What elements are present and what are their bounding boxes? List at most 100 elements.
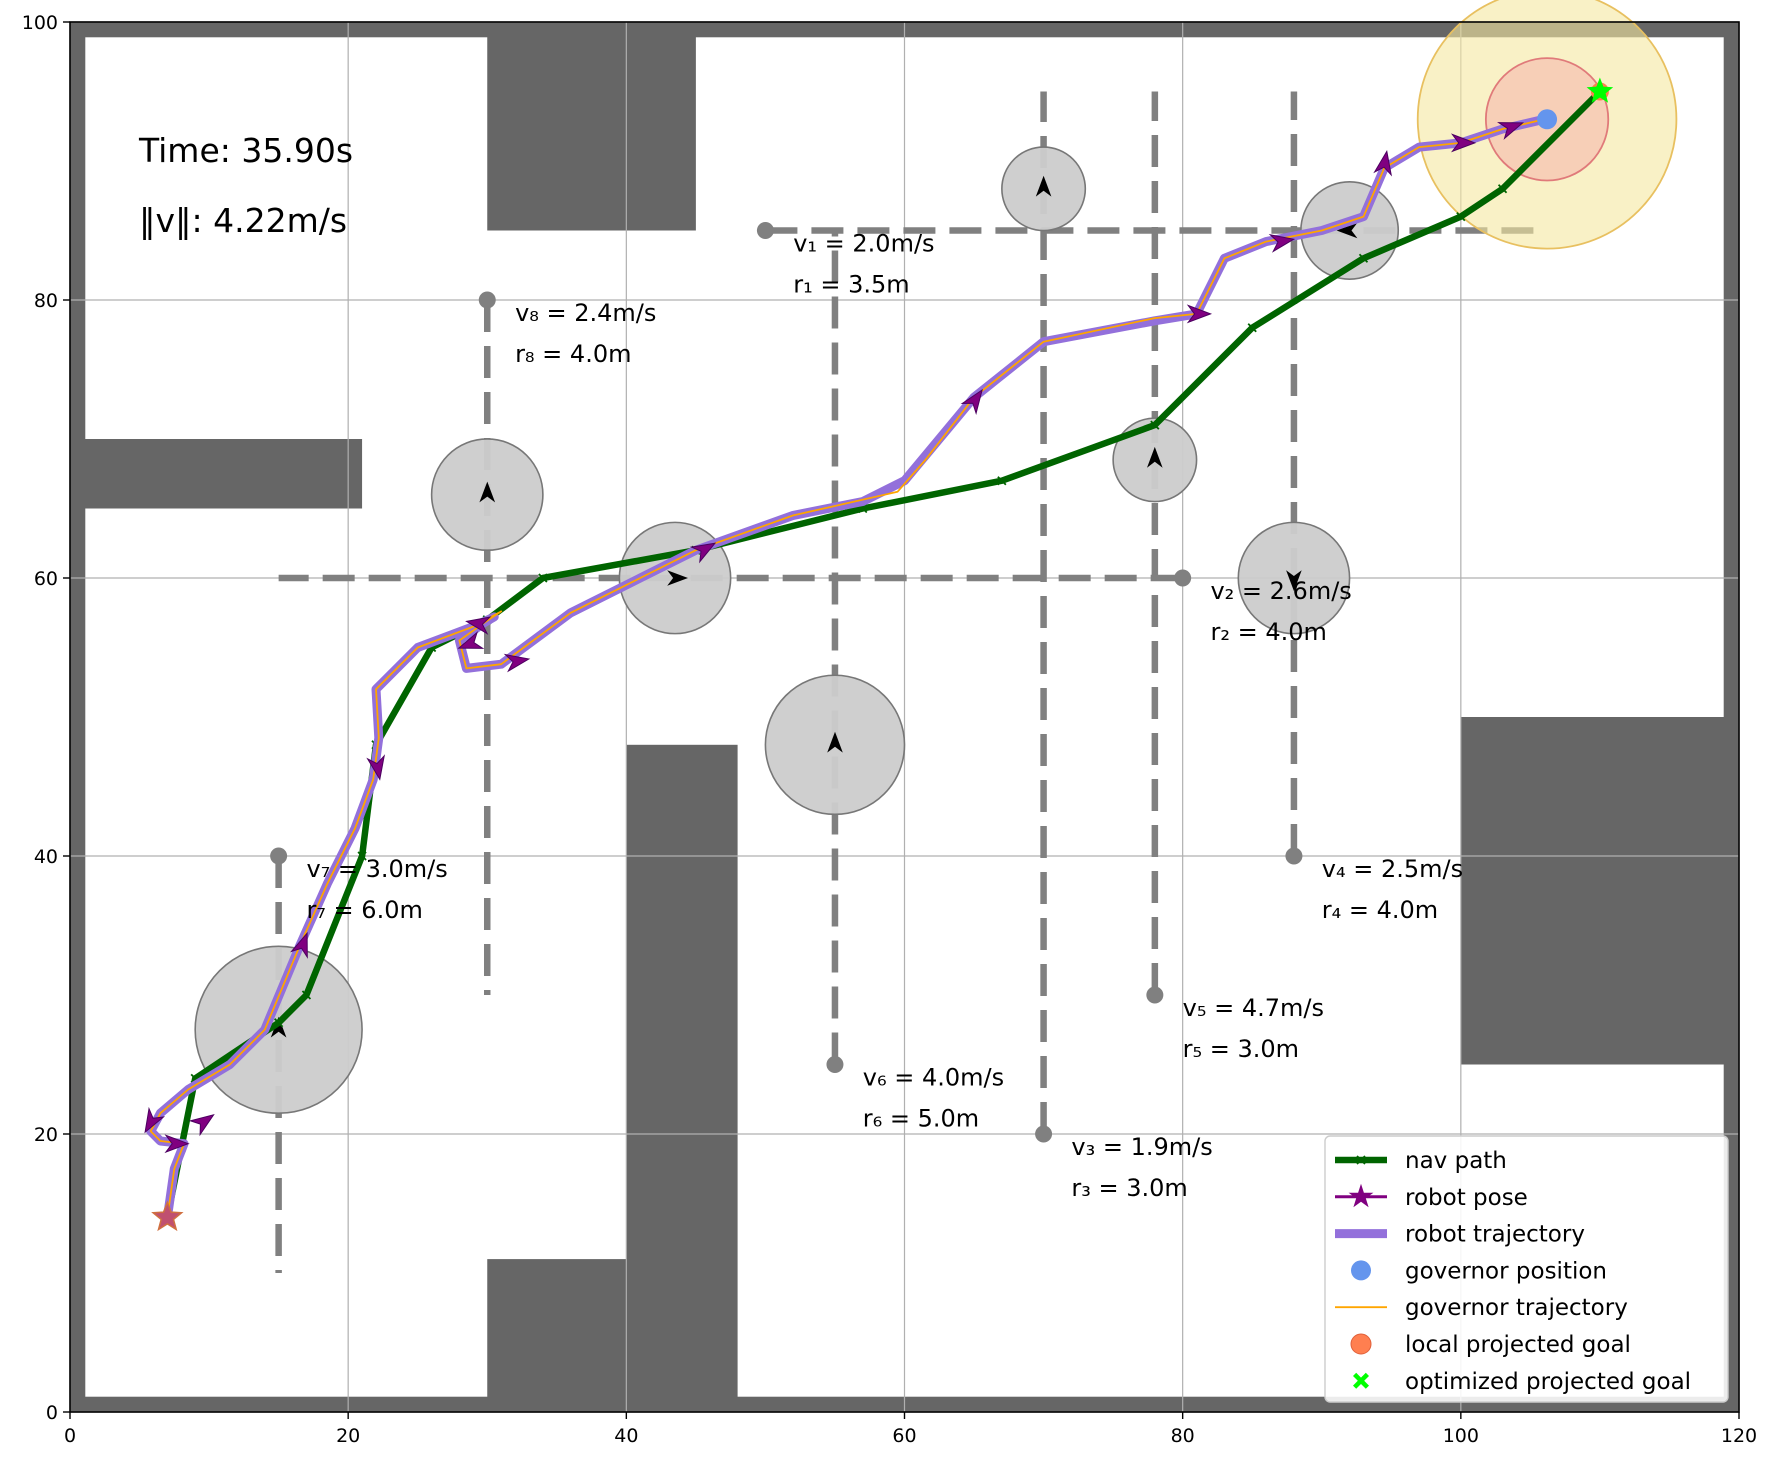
wall-4 (487, 22, 696, 231)
obstacle-2-heading-arrow (667, 570, 688, 586)
obstacle-7-radius-label: r₇ = 6.0m (306, 896, 422, 924)
obstacles-layer (194, 146, 1400, 1114)
x-tick-label-120: 120 (1721, 1425, 1757, 1447)
obstacle-2-start-point (1174, 569, 1192, 587)
nav-path-marker-9 (538, 573, 548, 583)
obstacle-5-radius-label: r₅ = 3.0m (1183, 1035, 1299, 1063)
y-tick-label-40: 40 (34, 846, 58, 868)
obstacle-1-speed-label: v₁ = 2.0m/s (793, 229, 934, 257)
robot-pose-arrow-4 (366, 754, 386, 781)
y-tick-label-80: 80 (34, 290, 58, 312)
robot-pose-arrow-5 (465, 616, 492, 635)
legend-handle-robot_pose-marker (1348, 1183, 1374, 1208)
nav-path-marker-15 (1358, 253, 1369, 263)
legend-handle-local_projected_goal (1350, 1333, 1372, 1355)
x-tick-label-60: 60 (892, 1425, 916, 1447)
obstacle-tracks-layer (270, 91, 1545, 1273)
y-tick-label-60: 60 (34, 568, 58, 590)
x-tick-label-100: 100 (1443, 1425, 1479, 1447)
obstacle-4-heading-arrow (1286, 570, 1302, 591)
legend-label-optimized_projected_goal: optimized projected goal (1405, 1369, 1691, 1395)
robot-pose-arrow-12 (1373, 150, 1393, 177)
start-pose-star (151, 1200, 184, 1232)
obstacle-8-heading-arrow (479, 481, 496, 503)
obstacle-6-heading-arrow (827, 731, 843, 753)
legend-handle-nav_path-marker (1356, 1155, 1366, 1165)
legend-label-governor_position: governor position (1405, 1258, 1607, 1284)
robot-pose-arrow-2 (144, 1106, 166, 1134)
obstacle-2-radius-label: r₂ = 4.0m (1210, 618, 1326, 646)
speed-label: ‖v‖: 4.22m/s (139, 201, 347, 240)
legend: nav path robot pose robot trajectory govern… (1324, 1135, 1729, 1403)
nav-path-marker-4 (301, 990, 312, 1000)
legend-label-governor_trajectory: governor trajectory (1405, 1295, 1628, 1321)
axes-layer: 0 20 40 60 80 100 120 0 20 40 60 80 100 (22, 12, 1757, 1447)
obstacle-1-start-point (756, 222, 774, 239)
legend-label-robot_pose: robot pose (1405, 1185, 1528, 1211)
obstacle-6-radius-label: r₆ = 5.0m (863, 1104, 979, 1132)
nav-path-marker-13 (1150, 420, 1160, 430)
time-label: Time: 35.90s (138, 131, 353, 170)
robot-pose-arrow-8 (689, 542, 717, 564)
robot-pose-arrow-9 (960, 388, 983, 415)
annotations-layer: Time: 35.90s ‖v‖: 4.22m/s v₁ = 2.0m/s r₁ … (138, 131, 1463, 1202)
x-tick-label-0: 0 (64, 1425, 76, 1447)
robot-pose-arrow-6 (457, 631, 485, 649)
y-tick-label-0: 0 (46, 1402, 58, 1424)
obstacle-3-radius-label: r₃ = 3.0m (1071, 1174, 1187, 1202)
nav-path-marker-17 (1497, 184, 1508, 194)
obstacle-3-speed-label: v₃ = 1.9m/s (1071, 1133, 1212, 1161)
obstacle-5-start-point (1146, 986, 1164, 1004)
nav-path-marker-3 (273, 1018, 284, 1028)
robot-pose-arrow-7 (503, 653, 531, 673)
obstacle-7-heading-arrow (270, 1016, 287, 1038)
x-tick-label-20: 20 (336, 1425, 360, 1447)
wall-7 (487, 1259, 627, 1412)
y-tick-label-20: 20 (34, 1124, 58, 1146)
nav-path-marker-14 (1247, 323, 1257, 333)
obstacle-8-start-point (478, 291, 496, 309)
governor-position-dot (1537, 109, 1558, 130)
obstacle-6-start-point (826, 1056, 844, 1073)
obstacle-6-speed-label: v₆ = 4.0m/s (863, 1063, 1004, 1091)
obstacle-5-speed-label: v₅ = 4.7m/s (1183, 994, 1324, 1022)
nav-path-marker-16 (1456, 211, 1466, 222)
obstacle-7-start-point (270, 847, 288, 865)
legend-handle-governor_position (1351, 1260, 1371, 1281)
optimized-projected-goal-star (1586, 77, 1614, 103)
obstacle-8-radius-label: r₈ = 4.0m (515, 340, 631, 368)
robot-pose-arrow-13 (1450, 133, 1477, 153)
legend-handle-optimized_projected_goal (1353, 1372, 1369, 1389)
obstacle-5-heading-arrow (1147, 446, 1163, 468)
robot-pose-arrow-10 (1186, 304, 1213, 324)
obstacle-8-speed-label: v₈ = 2.4m/s (515, 299, 656, 327)
x-tick-label-80: 80 (1171, 1425, 1195, 1447)
y-tick-label-100: 100 (22, 12, 58, 34)
x-tick-label-40: 40 (614, 1425, 638, 1447)
obstacle-4-speed-label: v₄ = 2.5m/s (1322, 855, 1463, 883)
robot-pose-arrow-14 (1497, 122, 1525, 140)
robot-pose-arrow-11 (1268, 233, 1296, 253)
obstacle-4-radius-label: r₄ = 4.0m (1322, 896, 1438, 924)
nav-path-marker-5 (357, 851, 367, 861)
obstacle-2-speed-label: v₂ = 2.6m/s (1210, 577, 1351, 605)
legend-label-nav_path: nav path (1405, 1148, 1507, 1174)
nav-path-marker-12 (997, 476, 1007, 486)
wall-2 (70, 22, 86, 1412)
wall-5 (70, 439, 363, 509)
obstacle-1-radius-label: r₁ = 3.5m (793, 270, 909, 298)
obstacle-3-heading-arrow (1035, 175, 1052, 197)
obstacle-1-heading-arrow (1336, 222, 1358, 239)
legend-box (1324, 1135, 1729, 1403)
obstacle-3-start-point (1035, 1125, 1053, 1143)
wall-8 (1460, 717, 1739, 1065)
robot-pose-arrow-3 (289, 931, 308, 959)
legend-label-local_projected_goal: local projected goal (1405, 1332, 1631, 1358)
legend-label-robot_trajectory: robot trajectory (1405, 1222, 1585, 1248)
obstacle-4-start-point (1285, 847, 1303, 865)
robot-pose-arrow-1 (188, 1113, 215, 1137)
obstacle-7-speed-label: v₇ = 3.0m/s (306, 855, 447, 883)
robot-pose-arrow-0 (164, 1134, 190, 1154)
wall-6 (626, 744, 738, 1412)
